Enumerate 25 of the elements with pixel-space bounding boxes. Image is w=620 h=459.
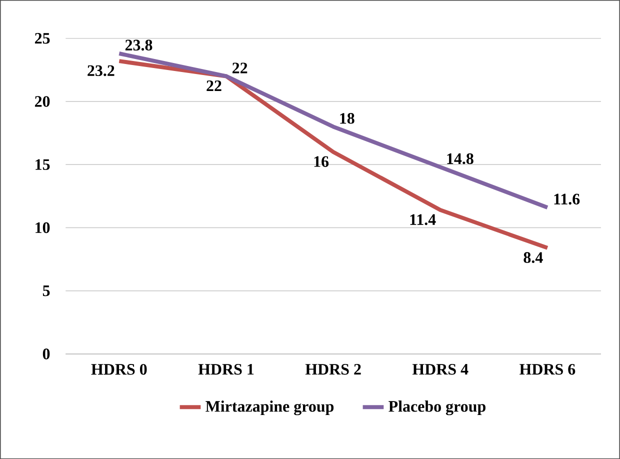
x-tick-label: HDRS 4 bbox=[412, 364, 468, 375]
x-tick-label: HDRS 6 bbox=[520, 364, 576, 375]
x-tick-label: HDRS 2 bbox=[305, 364, 361, 375]
data-label: 23.2 bbox=[88, 65, 114, 76]
y-tick-label: 15 bbox=[36, 159, 50, 170]
data-label: 11.4 bbox=[410, 214, 436, 225]
y-tick-label: 25 bbox=[34, 32, 50, 44]
y-tick-label: 0 bbox=[42, 348, 50, 360]
data-label: 16 bbox=[314, 156, 329, 167]
line-series bbox=[117, 58, 550, 250]
data-label: 22 bbox=[232, 62, 248, 74]
data-label: 11.6 bbox=[554, 194, 580, 204]
data-label: 22 bbox=[206, 80, 222, 91]
data-label: 8.4 bbox=[524, 252, 543, 263]
data-label: 14.8 bbox=[447, 153, 474, 164]
legend-label: Mirtazapine group bbox=[206, 400, 334, 416]
x-tick-label: HDRS 0 bbox=[91, 364, 147, 375]
line-series bbox=[117, 51, 550, 210]
legend-label: Placebo group bbox=[388, 400, 486, 416]
x-tick-label: HDRS 1 bbox=[198, 364, 254, 375]
data-label: 23.8 bbox=[125, 40, 152, 50]
y-tick-label: 10 bbox=[36, 222, 50, 233]
y-tick-label: 20 bbox=[34, 96, 50, 107]
data-label: 18 bbox=[340, 112, 354, 124]
y-tick-label: 5 bbox=[42, 285, 50, 296]
